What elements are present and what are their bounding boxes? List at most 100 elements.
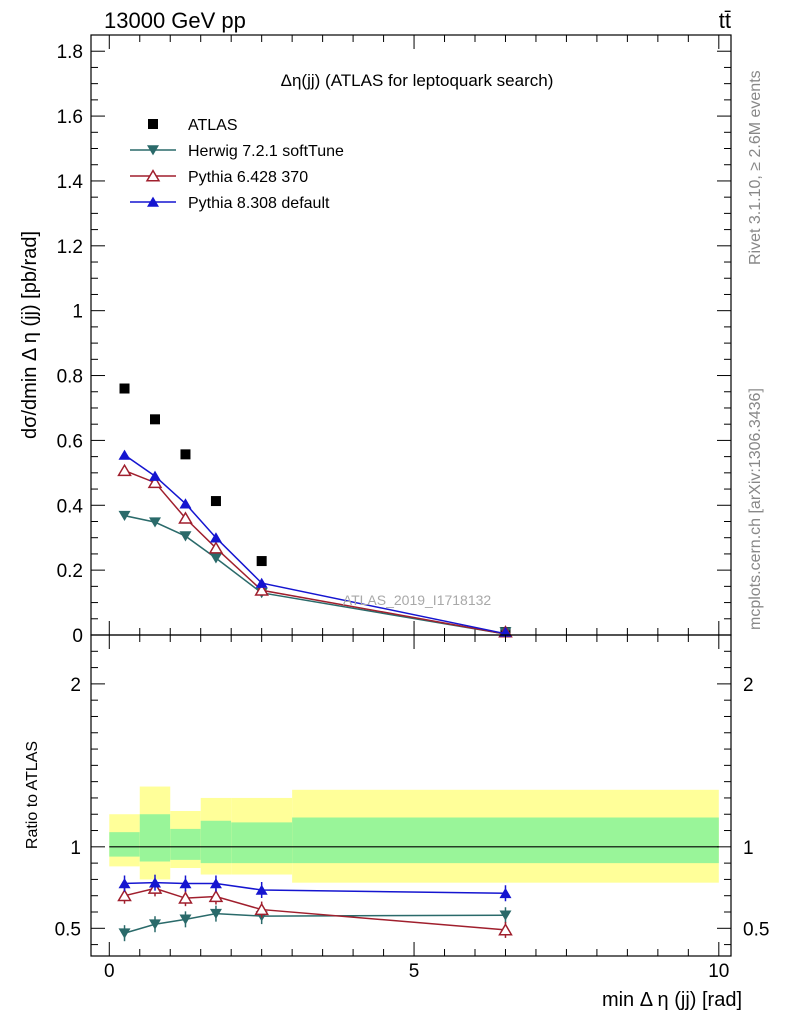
ratio-data-point bbox=[208, 889, 224, 903]
legend-label: Herwig 7.2.1 softTune bbox=[188, 143, 344, 160]
data-point bbox=[255, 577, 268, 588]
data-point bbox=[119, 383, 130, 394]
ratio-data-point bbox=[255, 884, 268, 895]
main-y-tick-label: 1.2 bbox=[57, 237, 83, 258]
legend-item: Pythia 6.428 370 bbox=[130, 169, 308, 186]
ratio-y-axis-label: Ratio to ATLAS bbox=[24, 741, 41, 849]
series-herwig-7-2-1-softtune bbox=[118, 510, 512, 638]
legend-label: ATLAS bbox=[188, 117, 238, 134]
ratio-y-tick-label: 2 bbox=[70, 675, 81, 696]
series-line bbox=[124, 469, 506, 635]
uncertainty-band-inner bbox=[231, 822, 293, 864]
main-y-tick-label: 0.6 bbox=[57, 431, 83, 452]
ratio-panel: 0.5 0.5 1 1 2 2 0 5 10 Ratio to ATLAS min Δ η (j… bbox=[24, 634, 769, 1011]
legend-label: Pythia 8.308 default bbox=[188, 195, 330, 212]
main-frame bbox=[90, 34, 732, 636]
data-point bbox=[256, 556, 267, 567]
data-point bbox=[118, 449, 131, 460]
main-y-tick-label: 1.8 bbox=[57, 42, 83, 63]
data-point bbox=[210, 496, 221, 507]
uncertainty-band-inner bbox=[292, 817, 719, 864]
series-line bbox=[124, 514, 506, 635]
ratio-series-line bbox=[124, 912, 506, 934]
data-point bbox=[179, 498, 192, 509]
ratio-series-pythia-8-308-default bbox=[118, 874, 512, 902]
data-point bbox=[149, 517, 161, 528]
ratio-y-tick-label-right: 2 bbox=[743, 675, 754, 696]
ratio-data-point bbox=[178, 891, 193, 904]
main-y-axis-label: dσ/dmin Δ η (jj) [pb/rad] bbox=[19, 231, 41, 439]
legend: ATLAS Herwig 7.2.1 softTune Pythia 6.428 3… bbox=[130, 117, 344, 212]
uncertainty-band-inner bbox=[170, 828, 201, 860]
data-point bbox=[180, 449, 191, 460]
ratio-data-point bbox=[117, 888, 132, 902]
ratio-series-herwig-7-2-1-softtune bbox=[118, 905, 512, 942]
main-y-tick-label: 0.2 bbox=[57, 561, 83, 582]
x-tick-label: 10 bbox=[708, 961, 729, 982]
data-point bbox=[499, 626, 512, 637]
legend-marker bbox=[145, 169, 161, 182]
main-y-tick-label: 1.4 bbox=[57, 172, 84, 193]
data-point bbox=[150, 414, 160, 425]
data-point bbox=[117, 463, 132, 477]
data-point bbox=[254, 583, 269, 596]
legend-label: Pythia 6.428 370 bbox=[188, 169, 308, 186]
x-tick-label: 5 bbox=[409, 961, 420, 982]
ratio-series-pythia-6-428-370 bbox=[117, 880, 513, 938]
ratio-data-point bbox=[254, 902, 269, 916]
x-tick-label: 0 bbox=[104, 961, 115, 982]
series-pythia-8-308-default bbox=[118, 449, 512, 637]
watermark: ATLAS_2019_I1718132 bbox=[343, 592, 492, 608]
data-point bbox=[209, 532, 222, 543]
data-point bbox=[147, 475, 163, 489]
series-pythia-6-428-370 bbox=[117, 463, 513, 638]
legend-item: Herwig 7.2.1 softTune bbox=[130, 143, 344, 160]
ratio-y-tick-label-right: 0.5 bbox=[743, 919, 769, 940]
legend-item: ATLAS bbox=[148, 117, 238, 134]
data-point bbox=[209, 553, 222, 564]
legend-marker bbox=[147, 196, 159, 207]
ratio-data-point bbox=[498, 923, 513, 936]
ratio-frame bbox=[90, 634, 732, 957]
ratio-data-point bbox=[149, 919, 161, 930]
ratio-y-tick-label: 1 bbox=[70, 838, 81, 859]
ratio-data-point bbox=[209, 878, 222, 889]
ratio-data-point bbox=[179, 914, 192, 925]
ratio-data-point bbox=[499, 910, 512, 921]
legend-marker bbox=[147, 145, 159, 156]
data-point bbox=[179, 531, 192, 542]
data-point bbox=[178, 511, 193, 524]
x-axis-label: min Δ η (jj) [rad] bbox=[602, 989, 742, 1011]
uncertainty-band-inner bbox=[109, 832, 140, 857]
legend-marker bbox=[148, 119, 158, 129]
ratio-data-point bbox=[118, 928, 131, 939]
main-y-tick-label: 1 bbox=[72, 302, 83, 323]
main-title: Δη(jj) (ATLAS for leptoquark search) bbox=[281, 71, 554, 90]
main-y-tick-label: 0 bbox=[72, 626, 83, 647]
data-point bbox=[208, 541, 224, 554]
main-panel: 0 0.2 0.4 0.6 0.8 1 1.2 1.4 1.6 1.8 Δη(jj) (ATLAS… bbox=[19, 34, 732, 647]
ratio-data-point bbox=[118, 878, 131, 889]
series-line bbox=[124, 454, 506, 635]
side-mcplots-info: mcplots.cern.ch [arXiv:1306.3436] bbox=[747, 388, 764, 630]
ratio-y-tick-label-right: 1 bbox=[743, 838, 754, 859]
ratio-series-line bbox=[124, 881, 506, 895]
main-y-tick-label: 0.4 bbox=[57, 496, 84, 517]
uncertainty-band-inner bbox=[200, 820, 232, 864]
data-point bbox=[118, 510, 131, 522]
main-y-tick-label: 0.8 bbox=[57, 367, 83, 388]
ratio-data-point bbox=[179, 878, 192, 889]
data-point bbox=[149, 470, 161, 481]
uncertainty-band-inner bbox=[139, 814, 171, 862]
legend-item: Pythia 8.308 default bbox=[130, 195, 330, 212]
ratio-data-point bbox=[209, 908, 222, 920]
ratio-y-tick-label: 0.5 bbox=[55, 919, 81, 940]
ratio-data-point bbox=[499, 887, 512, 899]
header-process: tt̄ bbox=[719, 8, 731, 33]
header-collision: 13000 GeV pp bbox=[104, 8, 246, 33]
side-rivet-info: Rivet 3.1.10, ≥ 2.6M events bbox=[747, 70, 764, 265]
main-y-tick-label: 1.6 bbox=[57, 107, 83, 128]
ratio-series-line bbox=[124, 887, 506, 931]
ratio-data-point bbox=[149, 877, 161, 888]
